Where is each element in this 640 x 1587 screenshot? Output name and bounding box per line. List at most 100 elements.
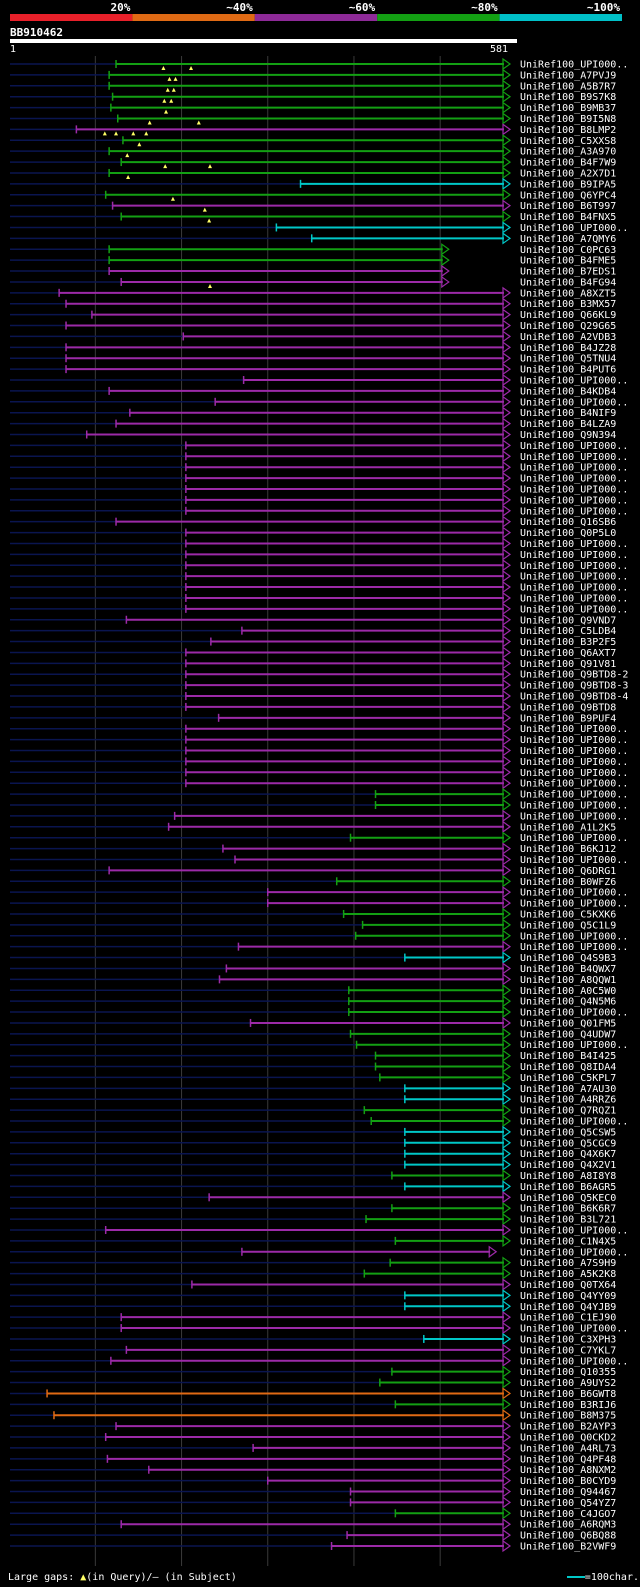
hit-label[interactable]: UniRef100_Q16SB6 <box>520 517 616 528</box>
hit-row[interactable]: UniRef100_A1L2K5 <box>10 820 616 834</box>
hit-row[interactable]: UniRef100_Q6DRG1 <box>10 864 616 877</box>
hit-row[interactable]: UniRef100_Q6AXT7 <box>10 646 616 659</box>
hit-row[interactable]: UniRef100_Q4S9B3 <box>10 951 616 965</box>
hit-row[interactable]: UniRef100_B3P2F5 <box>10 635 616 649</box>
hit-row[interactable]: UniRef100_A0C5W0 <box>10 984 616 997</box>
hit-row[interactable]: UniRef100_UPI000.. <box>10 493 628 507</box>
hit-row[interactable]: UniRef100_Q4X2V1 <box>10 1158 616 1172</box>
hit-row[interactable]: UniRef100_B4I425 <box>10 1049 616 1063</box>
hit-label[interactable]: UniRef100_UPI000.. <box>520 768 628 779</box>
hit-row[interactable]: UniRef100_B7EDS1 <box>10 264 616 278</box>
hit-row[interactable]: UniRef100_Q9N394 <box>10 428 616 442</box>
hit-label[interactable]: UniRef100_C5KXK6 <box>520 909 616 920</box>
hit-row[interactable]: UniRef100_UPI000.. <box>10 798 628 812</box>
hit-row[interactable]: UniRef100_A6RQM3 <box>10 1518 616 1531</box>
hit-label[interactable]: UniRef100_C5LDB4 <box>520 626 616 637</box>
hit-label[interactable]: UniRef100_Q5CGC9 <box>520 1138 616 1149</box>
hit-label[interactable]: UniRef100_B9I5N8 <box>520 114 616 125</box>
hit-row[interactable]: UniRef100_B4FNX5 <box>10 210 616 224</box>
hit-label[interactable]: UniRef100_B3L721 <box>520 1215 616 1226</box>
hit-row[interactable]: UniRef100_Q91V81 <box>10 657 616 670</box>
hit-row[interactable]: UniRef100_A5K2K8 <box>10 1267 616 1281</box>
hit-row[interactable]: UniRef100_UPI000.. <box>10 504 628 518</box>
hit-row[interactable]: UniRef100_UPI000.. <box>10 929 628 943</box>
hit-label[interactable]: UniRef100_UPI000.. <box>520 801 628 812</box>
hit-label[interactable]: UniRef100_B9PUF4 <box>520 713 616 724</box>
hit-label[interactable]: UniRef100_Q01FM5 <box>520 1018 616 1029</box>
hit-label[interactable]: UniRef100_UPI000.. <box>520 1225 628 1236</box>
hit-label[interactable]: UniRef100_C7YKL7 <box>520 1345 616 1356</box>
hit-label[interactable]: UniRef100_Q9BTD8 <box>520 702 616 713</box>
hit-row[interactable]: UniRef100_A4RRZ6 <box>10 1093 616 1106</box>
hit-label[interactable]: UniRef100_Q9VND7 <box>520 615 616 626</box>
hit-row[interactable]: UniRef100_A5B7R7 <box>10 79 616 93</box>
hit-label[interactable]: UniRef100_Q5KEC0 <box>520 1193 616 1204</box>
hit-label[interactable]: UniRef100_C5XXS8 <box>520 136 616 147</box>
hit-label[interactable]: UniRef100_Q66KL9 <box>520 310 616 321</box>
hit-label[interactable]: UniRef100_UPI000.. <box>520 855 628 866</box>
hit-label[interactable]: UniRef100_UPI000.. <box>520 888 628 899</box>
hit-row[interactable]: UniRef100_A2VDB3 <box>10 330 616 343</box>
hit-row[interactable]: UniRef100_B6K6R7 <box>10 1202 616 1215</box>
hit-label[interactable]: UniRef100_B8M375 <box>520 1411 616 1422</box>
hit-label[interactable]: UniRef100_C1N4X5 <box>520 1236 616 1247</box>
hit-row[interactable]: UniRef100_UPI000.. <box>10 537 628 550</box>
hit-label[interactable]: UniRef100_UPI000.. <box>520 1247 628 1258</box>
hit-label[interactable]: UniRef100_B6AGR5 <box>520 1182 616 1193</box>
hit-row[interactable]: UniRef100_Q0TX64 <box>10 1278 616 1291</box>
hit-label[interactable]: UniRef100_C4JGO7 <box>520 1509 616 1520</box>
hit-label[interactable]: UniRef100_Q5TNU4 <box>520 354 616 365</box>
hit-row[interactable]: UniRef100_UPI000.. <box>10 733 628 747</box>
hit-row[interactable]: UniRef100_Q5CSW5 <box>10 1125 616 1139</box>
hit-row[interactable]: UniRef100_UPI000.. <box>10 1005 628 1019</box>
hit-row[interactable]: UniRef100_Q0P5L0 <box>10 526 616 540</box>
hit-row[interactable]: UniRef100_UPI000.. <box>10 1114 628 1128</box>
hit-label[interactable]: UniRef100_UPI000.. <box>520 931 628 942</box>
hit-row[interactable]: UniRef100_B0CYD9 <box>10 1474 616 1488</box>
hit-row[interactable]: UniRef100_UPI000.. <box>10 1321 628 1335</box>
hit-row[interactable]: UniRef100_Q9VND7 <box>10 613 616 627</box>
hit-row[interactable]: UniRef100_A7QMY6 <box>10 232 616 245</box>
hit-row[interactable]: UniRef100_A7S9H9 <box>10 1256 616 1270</box>
hit-label[interactable]: UniRef100_Q5CSW5 <box>520 1127 616 1138</box>
hit-label[interactable]: UniRef100_UPI000.. <box>520 746 628 757</box>
hit-label[interactable]: UniRef100_UPI000.. <box>520 1040 628 1051</box>
hit-label[interactable]: UniRef100_UPI000.. <box>520 593 628 604</box>
hit-row[interactable]: UniRef100_Q5CGC9 <box>10 1136 616 1150</box>
hit-row[interactable]: UniRef100_Q4N5M6 <box>10 994 616 1008</box>
hit-label[interactable]: UniRef100_C1EJ90 <box>520 1313 616 1324</box>
hit-row[interactable]: UniRef100_B4KDB4 <box>10 384 616 398</box>
hit-label[interactable]: UniRef100_B8LMP2 <box>520 125 616 136</box>
hit-row[interactable]: UniRef100_UPI000.. <box>10 1354 628 1368</box>
hit-row[interactable]: UniRef100_Q4YJB9 <box>10 1300 616 1313</box>
hit-label[interactable]: UniRef100_UPI000.. <box>520 1324 628 1335</box>
hit-label[interactable]: UniRef100_B3MX57 <box>520 299 616 310</box>
hit-label[interactable]: UniRef100_UPI000.. <box>520 495 628 506</box>
hit-row[interactable]: UniRef100_B2AYP3 <box>10 1419 616 1433</box>
hit-row[interactable]: UniRef100_Q54YZ7 <box>10 1496 616 1509</box>
hit-label[interactable]: UniRef100_B3P2F5 <box>520 637 616 648</box>
hit-label[interactable]: UniRef100_A7QMY6 <box>520 234 616 245</box>
hit-row[interactable]: UniRef100_B6KJ12 <box>10 842 616 856</box>
hit-row[interactable]: UniRef100_UPI000.. <box>10 755 628 768</box>
hit-row[interactable]: UniRef100_B4LZA9 <box>10 417 616 431</box>
hit-row[interactable]: UniRef100_B9MB37 <box>10 101 616 115</box>
hit-row[interactable]: UniRef100_C5KPL7 <box>10 1071 616 1084</box>
hit-label[interactable]: UniRef100_Q54YZ7 <box>520 1498 616 1509</box>
hit-row[interactable]: UniRef100_Q5KEC0 <box>10 1191 616 1204</box>
hit-label[interactable]: UniRef100_Q9N394 <box>520 430 616 441</box>
hit-row[interactable]: UniRef100_UPI000.. <box>10 766 628 779</box>
hit-row[interactable]: UniRef100_B6T997 <box>10 199 616 213</box>
hit-label[interactable]: UniRef100_A1L2K5 <box>520 822 616 833</box>
hit-label[interactable]: UniRef100_Q94467 <box>520 1487 616 1498</box>
hit-row[interactable]: UniRef100_A4RL73 <box>10 1441 616 1455</box>
hit-row[interactable]: UniRef100_UPI000.. <box>10 221 628 234</box>
hit-label[interactable]: UniRef100_UPI000.. <box>520 735 628 746</box>
hit-label[interactable]: UniRef100_B6KJ12 <box>520 844 616 855</box>
hit-row[interactable]: UniRef100_C5LDB4 <box>10 624 616 638</box>
hit-row[interactable]: UniRef100_Q9BTD8-3 <box>10 678 628 692</box>
hit-label[interactable]: UniRef100_B4I425 <box>520 1051 616 1062</box>
hit-label[interactable]: UniRef100_A9UYS2 <box>520 1378 616 1389</box>
hit-label[interactable]: UniRef100_UPI000.. <box>520 757 628 768</box>
hit-row[interactable]: UniRef100_C1N4X5 <box>10 1234 616 1248</box>
